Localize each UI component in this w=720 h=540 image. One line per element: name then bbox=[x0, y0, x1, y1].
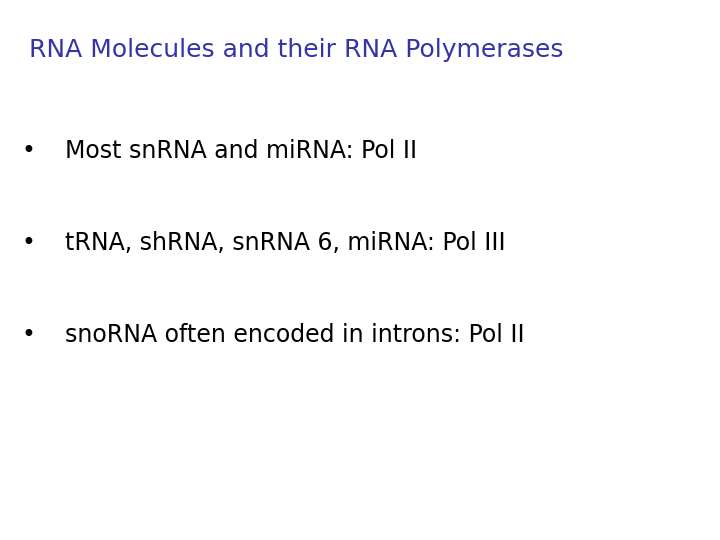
Text: snoRNA often encoded in introns: Pol II: snoRNA often encoded in introns: Pol II bbox=[65, 323, 524, 347]
Text: •: • bbox=[22, 231, 36, 255]
Text: tRNA, shRNA, snRNA 6, miRNA: Pol III: tRNA, shRNA, snRNA 6, miRNA: Pol III bbox=[65, 231, 505, 255]
Text: •: • bbox=[22, 323, 36, 347]
Text: •: • bbox=[22, 139, 36, 163]
Text: RNA Molecules and their RNA Polymerases: RNA Molecules and their RNA Polymerases bbox=[29, 38, 563, 62]
Text: Most snRNA and miRNA: Pol II: Most snRNA and miRNA: Pol II bbox=[65, 139, 417, 163]
